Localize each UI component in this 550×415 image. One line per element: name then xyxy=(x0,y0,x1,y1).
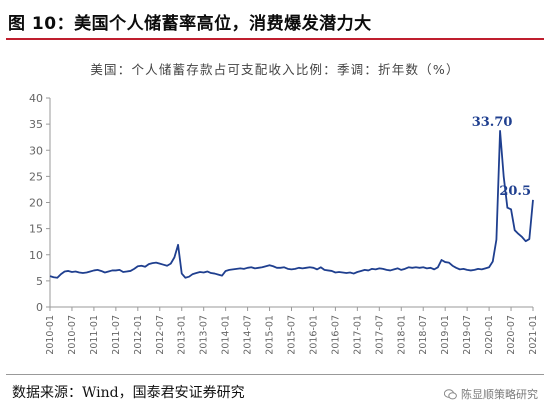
x-tick-label: 2020-07 xyxy=(506,315,517,355)
figure-header: 图 10：美国个人储蓄率高位，消费爆发潜力大 xyxy=(0,0,550,40)
x-tick-label: 2011-07 xyxy=(111,315,122,355)
x-tick-label: 2012-01 xyxy=(133,315,144,355)
y-tick-label: 10 xyxy=(29,249,43,262)
x-tick-label: 2016-07 xyxy=(330,315,341,355)
x-tick-label: 2010-01 xyxy=(45,315,56,355)
y-tick-label: 35 xyxy=(29,118,43,131)
x-tick-label: 2014-01 xyxy=(221,315,232,355)
title-divider xyxy=(6,38,544,40)
watermark-text: 陈显顺策略研究 xyxy=(461,388,538,401)
x-tick-label: 2012-07 xyxy=(155,315,166,355)
x-tick-label: 2017-01 xyxy=(352,315,363,355)
line-chart: 0 5 10 15 20 25 30 35 40 2010-01 2010-07 2011-01 201… xyxy=(29,92,539,355)
x-tick-label: 2019-07 xyxy=(462,315,473,355)
footer-divider xyxy=(6,374,544,375)
y-tick-label: 0 xyxy=(36,301,43,314)
chart-title: 美国：个人储蓄存款占可支配收入比例：季调：折年数（%） xyxy=(90,62,460,77)
data-label: 33.70 xyxy=(472,115,513,130)
x-tick-label: 2018-07 xyxy=(418,315,429,355)
series-line xyxy=(49,130,534,279)
x-tick-label: 2018-01 xyxy=(396,315,407,355)
y-tick-label: 25 xyxy=(29,170,43,183)
y-tick-label: 40 xyxy=(29,92,43,105)
x-tick-label: 2015-07 xyxy=(287,315,298,355)
source-note: 数据来源：Wind，国泰君安证券研究 xyxy=(12,385,245,401)
watermark: 陈显顺策略研究 xyxy=(444,386,538,402)
x-tick-label: 2016-01 xyxy=(308,315,319,355)
data-label: 20.5 xyxy=(499,184,531,199)
figure-title: 图 10：美国个人储蓄率高位，消费爆发潜力大 xyxy=(8,14,372,34)
x-tick-label: 2019-01 xyxy=(440,315,451,355)
x-tick-label: 2010-07 xyxy=(67,315,78,355)
x-tick-label: 2021-01 xyxy=(528,315,539,355)
x-tick-label: 2011-01 xyxy=(89,315,100,355)
x-tick-label: 2020-01 xyxy=(484,315,495,355)
wechat-icon xyxy=(444,389,457,400)
x-tick-label: 2013-01 xyxy=(177,315,188,355)
y-tick-label: 15 xyxy=(29,223,43,236)
y-tick-label: 30 xyxy=(29,144,43,157)
x-tick-label: 2013-07 xyxy=(199,315,210,355)
y-tick-label: 20 xyxy=(29,197,43,210)
x-tick-label: 2015-01 xyxy=(265,315,276,355)
x-tick-label: 2017-07 xyxy=(374,315,385,355)
y-tick-label: 5 xyxy=(36,275,43,288)
x-tick-label: 2014-07 xyxy=(243,315,254,355)
